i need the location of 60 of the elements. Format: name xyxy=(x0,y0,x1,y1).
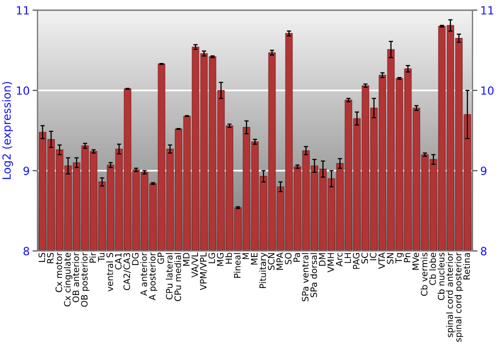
x-tick-label: Pir xyxy=(89,252,96,263)
x-tick-label: MPA xyxy=(276,252,283,270)
x-tick-label: LG xyxy=(208,253,216,264)
x-tick-label: SC xyxy=(361,252,368,264)
x-tick-label: VPM/VPL xyxy=(200,252,208,290)
x-tick-label: SPa dorsal xyxy=(310,253,318,298)
x-tick-label: Pa xyxy=(294,253,300,262)
x-tick-label: DM xyxy=(319,253,326,266)
x-tick-label: CPu lateral xyxy=(166,253,173,300)
x-tick-label: SO xyxy=(284,252,292,264)
y-axis-title: Log2 (expression) xyxy=(2,82,13,179)
x-tick-label: CPu medial xyxy=(174,253,182,302)
y-tick-label: 11 xyxy=(16,6,29,14)
y2-tick-label: 9 xyxy=(480,166,486,176)
y-tick-label: 10 xyxy=(16,86,30,95)
x-tick-label: M xyxy=(242,253,249,260)
x-tick-label: OB posterior xyxy=(80,252,90,307)
x-tick-label: LH xyxy=(344,253,351,263)
x-tick-label: Pn xyxy=(404,253,410,262)
x-tick-label: A anterior xyxy=(140,252,148,296)
y-tick-label: 8 xyxy=(24,246,30,256)
x-tick-label: MVe xyxy=(412,252,419,270)
x-tick-label: Cx cingulate xyxy=(64,252,72,306)
y2-tick-label: 8 xyxy=(480,246,486,256)
x-tick-label: Pineal xyxy=(234,253,241,278)
x-tick-label: Tg xyxy=(395,253,404,264)
x-tick-label: Cb lobe xyxy=(429,252,436,286)
y2-tick-label: 10 xyxy=(481,86,494,95)
x-tick-label: MG xyxy=(216,253,224,266)
x-tick-label: OB anterior xyxy=(72,252,80,302)
x-tick-label: LS xyxy=(38,252,46,262)
x-tick-label: Tu xyxy=(98,253,105,262)
x-tick-label: ME xyxy=(251,252,258,265)
x-tick-label: PAG xyxy=(352,253,360,269)
x-tick-label: DG xyxy=(132,253,139,265)
x-tick-label: Cb vermis xyxy=(420,252,428,296)
x-tick-label: ventral S xyxy=(106,252,114,292)
x-tick-label: VTA xyxy=(378,252,385,269)
y2-tick-label: 11 xyxy=(481,6,494,14)
x-tick-label: SN xyxy=(386,253,394,264)
x-tick-label: MD xyxy=(183,252,190,266)
y-tick-label: 9 xyxy=(23,166,30,176)
x-tick-label: Cx motor xyxy=(56,252,62,292)
x-tick-label: Arc xyxy=(336,252,342,266)
x-tick-label: GP xyxy=(157,252,164,264)
x-tick-label: Pituitary xyxy=(259,252,268,288)
x-tick-label: Retina xyxy=(463,253,470,280)
x-tick-label: IC xyxy=(370,252,376,260)
x-tick-label: SPa ventral xyxy=(302,253,309,302)
x-tick-label: CA1 xyxy=(114,253,122,270)
x-tick-label: VA/VL xyxy=(192,252,199,278)
x-tick-label: SCN xyxy=(268,253,275,270)
x-tick-label: spinal cord anterior xyxy=(446,252,455,338)
x-tick-label: spinal cord posterior xyxy=(454,252,464,342)
x-tick-label: Cb nucleus xyxy=(438,252,444,300)
x-tick-label: VMH xyxy=(328,253,334,272)
x-tick-label: CA2/CA3 xyxy=(123,253,131,290)
x-tick-label: RS xyxy=(47,252,54,264)
x-tick-label: Hb xyxy=(225,252,232,264)
x-tick-label: A posterior xyxy=(148,252,158,300)
